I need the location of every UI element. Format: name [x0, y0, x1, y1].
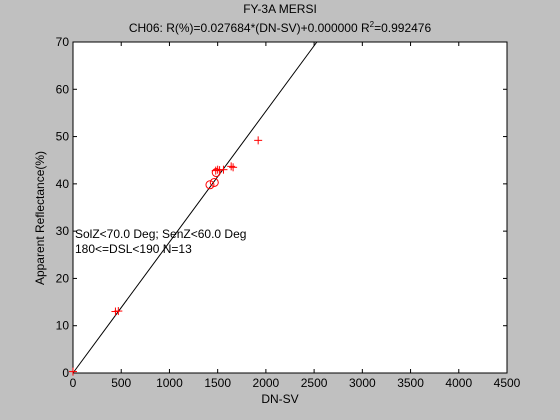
plot-area — [72, 41, 508, 374]
axis-ticks: 0 500 1000 1500 2000 2500 3000 3500 4000 4500 0 10 2… — [56, 35, 521, 390]
subtitle-suffix: =0.992476 — [374, 21, 432, 35]
data-point-plus — [114, 307, 123, 316]
fit-line-group — [72, 41, 318, 374]
x-tick-label: 2500 — [301, 376, 328, 390]
data-points — [69, 136, 263, 376]
chart-subtitle: CH06: R(%)=0.027684*(DN-SV)+0.000000 R2=… — [0, 20, 560, 35]
y-tick-label: 70 — [56, 35, 70, 49]
x-tick-label: 1500 — [204, 376, 231, 390]
y-axis-label: Apparent Reflectance(%) — [33, 150, 47, 286]
data-point-plus — [227, 162, 236, 171]
x-tick-label: 4500 — [494, 376, 521, 390]
y-tick-label: 0 — [62, 366, 69, 380]
data-point-plus — [69, 367, 77, 376]
x-tick-label: 1000 — [156, 376, 183, 390]
y-tick-label: 60 — [56, 82, 70, 96]
annotation-angles: SolZ<70.0 Deg; SenZ<60.0 Deg — [75, 227, 247, 241]
data-point-circle — [209, 177, 219, 187]
y-tick-label: 30 — [56, 224, 70, 238]
x-tick-label: 2000 — [253, 376, 280, 390]
subtitle-prefix: CH06: R(%)=0.027684*(DN-SV)+0.000000 R — [128, 21, 370, 35]
x-tick-label: 4000 — [445, 376, 472, 390]
data-point-circle — [205, 180, 215, 190]
data-point-plus — [254, 136, 263, 145]
fit-line — [72, 41, 318, 374]
y-tick-label: 40 — [56, 177, 70, 191]
data-point-circle — [211, 168, 221, 178]
chart-title: FY-3A MERSI — [243, 2, 317, 16]
x-tick-label: 3500 — [397, 376, 424, 390]
y-tick-label: 10 — [56, 319, 70, 333]
y-tick-label: 50 — [56, 130, 70, 144]
subtitle-superscript: 2 — [369, 20, 375, 29]
x-tick-label: 3000 — [349, 376, 376, 390]
data-point-plus — [229, 163, 238, 172]
data-point-plus — [219, 165, 228, 174]
x-axis-label: DN-SV — [261, 392, 299, 406]
annotation-dsl: 180<=DSL<190 N=13 — [75, 242, 192, 256]
x-tick-label: 0 — [70, 376, 77, 390]
x-tick-label: 500 — [111, 376, 131, 390]
y-tick-label: 20 — [56, 271, 70, 285]
